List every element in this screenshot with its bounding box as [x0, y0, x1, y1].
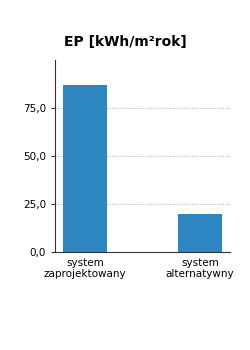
Bar: [63, 84, 107, 252]
Text: EP [kWh/m²rok]: EP [kWh/m²rok]: [64, 35, 186, 49]
Bar: [178, 214, 222, 252]
